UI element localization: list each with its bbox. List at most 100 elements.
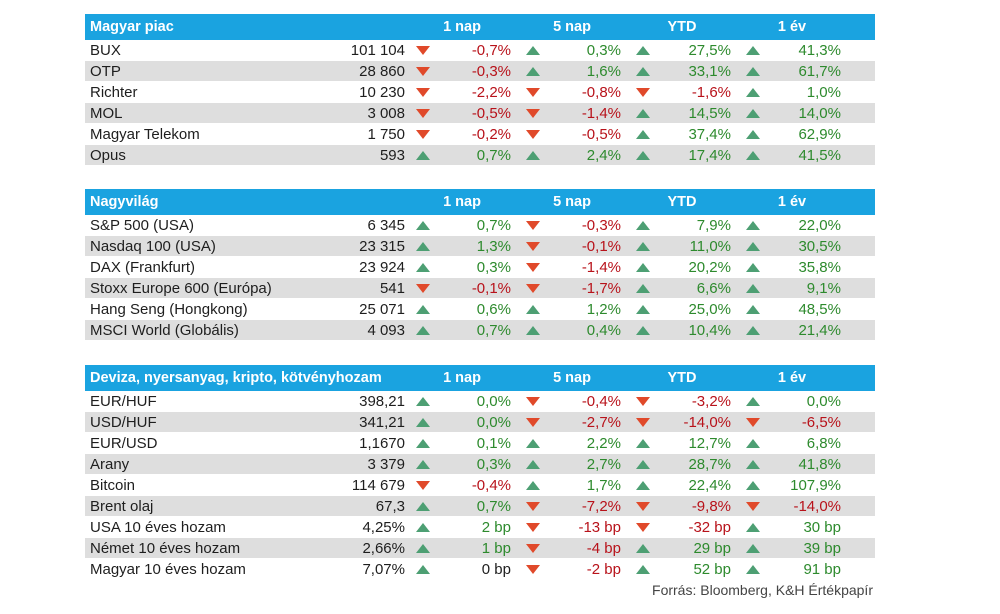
triangle-up-icon (627, 304, 659, 314)
instrument-value: 114 679 (351, 476, 405, 494)
triangle-down-icon (517, 241, 549, 251)
triangle-up-icon (737, 87, 769, 97)
change-cell: 1,2% (517, 301, 627, 318)
change-cell: -32 bp (627, 519, 737, 536)
change-value: 39 bp (803, 539, 841, 557)
arrow-up-icon (636, 45, 650, 55)
arrow-down-icon (636, 522, 650, 532)
arrow-down-icon (416, 87, 430, 97)
arrow-up-icon (746, 438, 760, 448)
change-value: -14,0% (683, 413, 731, 431)
arrow-down-icon (526, 241, 540, 251)
arrow-up-icon (416, 241, 430, 251)
change-cell: -14,0% (737, 498, 847, 515)
triangle-up-icon (407, 241, 439, 251)
triangle-up-icon (737, 304, 769, 314)
triangle-up-icon (517, 304, 549, 314)
triangle-up-icon (737, 241, 769, 251)
triangle-down-icon (407, 480, 439, 490)
change-cell: 28,7% (627, 456, 737, 473)
change-value: 1,7% (586, 476, 621, 494)
triangle-down-icon (627, 522, 659, 532)
triangle-down-icon (627, 417, 659, 427)
table-row: DAX (Frankfurt) 23 924 0,3% -1,4% 20,2% 35,8% (85, 257, 875, 278)
change-value: 41,5% (798, 146, 841, 164)
arrow-down-icon (746, 417, 760, 427)
triangle-up-icon (737, 522, 769, 532)
table-row: S&P 500 (USA) 6 345 0,7% -0,3% 7,9% 22,0% (85, 215, 875, 236)
section-header: Magyar piac 1 nap 5 nap YTD 1 év (85, 14, 875, 40)
change-cell: 17,4% (627, 147, 737, 164)
arrow-up-icon (746, 522, 760, 532)
change-value: 2,7% (586, 455, 621, 473)
change-value: 30 bp (803, 518, 841, 536)
triangle-up-icon (737, 459, 769, 469)
instrument-value: 3 008 (367, 104, 405, 122)
change-cell: 39 bp (737, 540, 847, 557)
instrument-name: USD/HUF (90, 413, 157, 431)
instrument-value: 7,07% (362, 560, 405, 578)
column-header: YTD (667, 194, 697, 210)
triangle-up-icon (737, 45, 769, 55)
triangle-up-icon (517, 66, 549, 76)
table-row: Brent olaj 67,3 0,7% -7,2% -9,8% -14,0% (85, 496, 875, 517)
instrument-name: USA 10 éves hozam (90, 518, 226, 536)
change-value: -9,8% (691, 497, 731, 515)
change-cell: -2 bp (517, 561, 627, 578)
change-cell: -13 bp (517, 519, 627, 536)
change-cell: 33,1% (627, 63, 737, 80)
table-row: Magyar 10 éves hozam 7,07% 0 bp -2 bp 52 bp 9… (85, 559, 875, 580)
change-cell: 0,3% (517, 42, 627, 59)
arrow-up-icon (636, 543, 650, 553)
arrow-up-icon (416, 501, 430, 511)
instrument-value: 341,21 (359, 413, 405, 431)
arrow-up-icon (416, 438, 430, 448)
change-value: 1,6% (586, 62, 621, 80)
arrow-up-icon (746, 66, 760, 76)
arrow-up-icon (526, 304, 540, 314)
column-header: 1 nap (443, 194, 481, 210)
change-value: -32 bp (688, 518, 731, 536)
instrument-name: Brent olaj (90, 497, 154, 515)
change-cell: 0,3% (407, 259, 517, 276)
arrow-down-icon (636, 87, 650, 97)
instrument-name: Richter (90, 83, 138, 101)
change-value: 2 bp (481, 518, 511, 536)
change-cell: 0,0% (737, 393, 847, 410)
arrow-down-icon (526, 522, 540, 532)
table-row: Magyar Telekom 1 750 -0,2% -0,5% 37,4% 62,9% (85, 124, 875, 145)
change-cell: -14,0% (627, 414, 737, 431)
change-value: -3,2% (691, 392, 731, 410)
change-cell: 0,0% (407, 414, 517, 431)
table-row: Stoxx Europe 600 (Európa) 541 -0,1% -1,7% 6,… (85, 278, 875, 299)
triangle-up-icon (407, 304, 439, 314)
change-cell: -7,2% (517, 498, 627, 515)
change-value: -0,4% (581, 392, 621, 410)
section-title: Magyar piac (90, 19, 174, 35)
triangle-up-icon (627, 283, 659, 293)
table-row: Bitcoin 114 679 -0,4% 1,7% 22,4% 107,9% (85, 475, 875, 496)
triangle-down-icon (517, 396, 549, 406)
triangle-up-icon (737, 283, 769, 293)
arrow-up-icon (746, 543, 760, 553)
triangle-up-icon (627, 45, 659, 55)
instrument-value: 2,66% (362, 539, 405, 557)
arrow-up-icon (746, 87, 760, 97)
change-value: 37,4% (688, 125, 731, 143)
change-cell: 14,5% (627, 105, 737, 122)
triangle-up-icon (737, 129, 769, 139)
triangle-up-icon (407, 438, 439, 448)
change-value: 25,0% (688, 300, 731, 318)
change-cell: 91 bp (737, 561, 847, 578)
arrow-up-icon (416, 150, 430, 160)
instrument-value: 3 379 (367, 455, 405, 473)
table-row: OTP 28 860 -0,3% 1,6% 33,1% 61,7% (85, 61, 875, 82)
triangle-up-icon (407, 325, 439, 335)
table-row: Nasdaq 100 (USA) 23 315 1,3% -0,1% 11,0% 30,5… (85, 236, 875, 257)
triangle-up-icon (737, 543, 769, 553)
arrow-down-icon (416, 66, 430, 76)
triangle-down-icon (627, 501, 659, 511)
change-value: 10,4% (688, 321, 731, 339)
change-value: 22,0% (798, 216, 841, 234)
change-value: -6,5% (801, 413, 841, 431)
